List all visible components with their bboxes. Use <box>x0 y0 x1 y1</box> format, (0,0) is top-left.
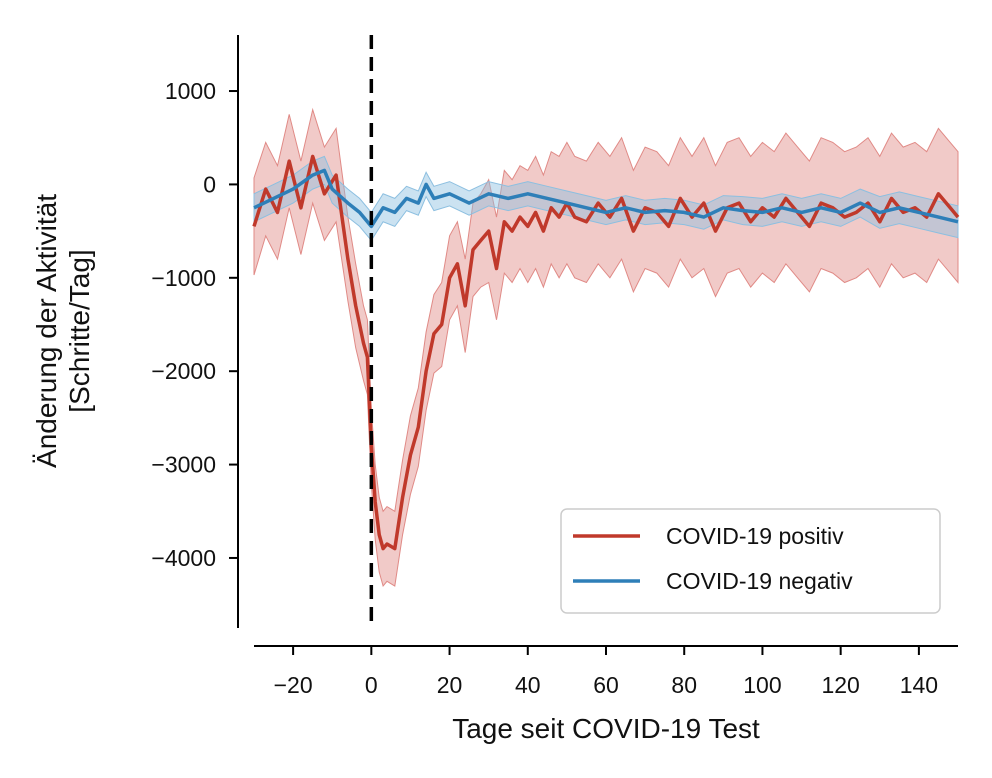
band-negativ <box>253 155 959 242</box>
legend-label-negativ: COVID-19 negativ <box>666 568 853 594</box>
x-tick-label: 100 <box>743 672 781 698</box>
x-axis-title: Tage seit COVID-19 Test <box>452 713 760 744</box>
y-tick-label: −3000 <box>151 452 216 478</box>
x-tick-label: 40 <box>515 672 541 698</box>
band-positiv <box>253 107 959 588</box>
y-ticks: 1000 0 −1000 −2000 −3000 −4000 <box>151 78 238 571</box>
y-tick-label: −4000 <box>151 545 216 571</box>
x-tick-label: 20 <box>437 672 463 698</box>
x-tick-label: 140 <box>900 672 938 698</box>
y-axis-title-line-1: Änderung der Aktivität <box>31 194 62 468</box>
x-tick-label: 80 <box>671 672 697 698</box>
confidence-bands <box>253 107 959 588</box>
y-axis-title-line-2: [Schritte/Tag] <box>64 249 95 412</box>
x-ticks: −20 0 20 40 60 80 100 120 140 <box>274 646 938 698</box>
y-tick-label: 1000 <box>165 78 216 104</box>
legend-frame <box>560 508 941 614</box>
x-tick-label: −20 <box>274 672 313 698</box>
y-axis-title: Änderung der Aktivität [Schritte/Tag] <box>31 194 95 468</box>
legend: COVID-19 positiv COVID-19 negativ <box>560 508 941 614</box>
series-line-negativ <box>253 168 959 229</box>
x-tick-label: 60 <box>593 672 619 698</box>
y-tick-label: −2000 <box>151 358 216 384</box>
x-tick-label: 120 <box>821 672 859 698</box>
y-tick-label: −1000 <box>151 265 216 291</box>
y-tick-label: 0 <box>203 171 216 197</box>
legend-label-positiv: COVID-19 positiv <box>666 523 844 549</box>
x-tick-label: 0 <box>365 672 378 698</box>
